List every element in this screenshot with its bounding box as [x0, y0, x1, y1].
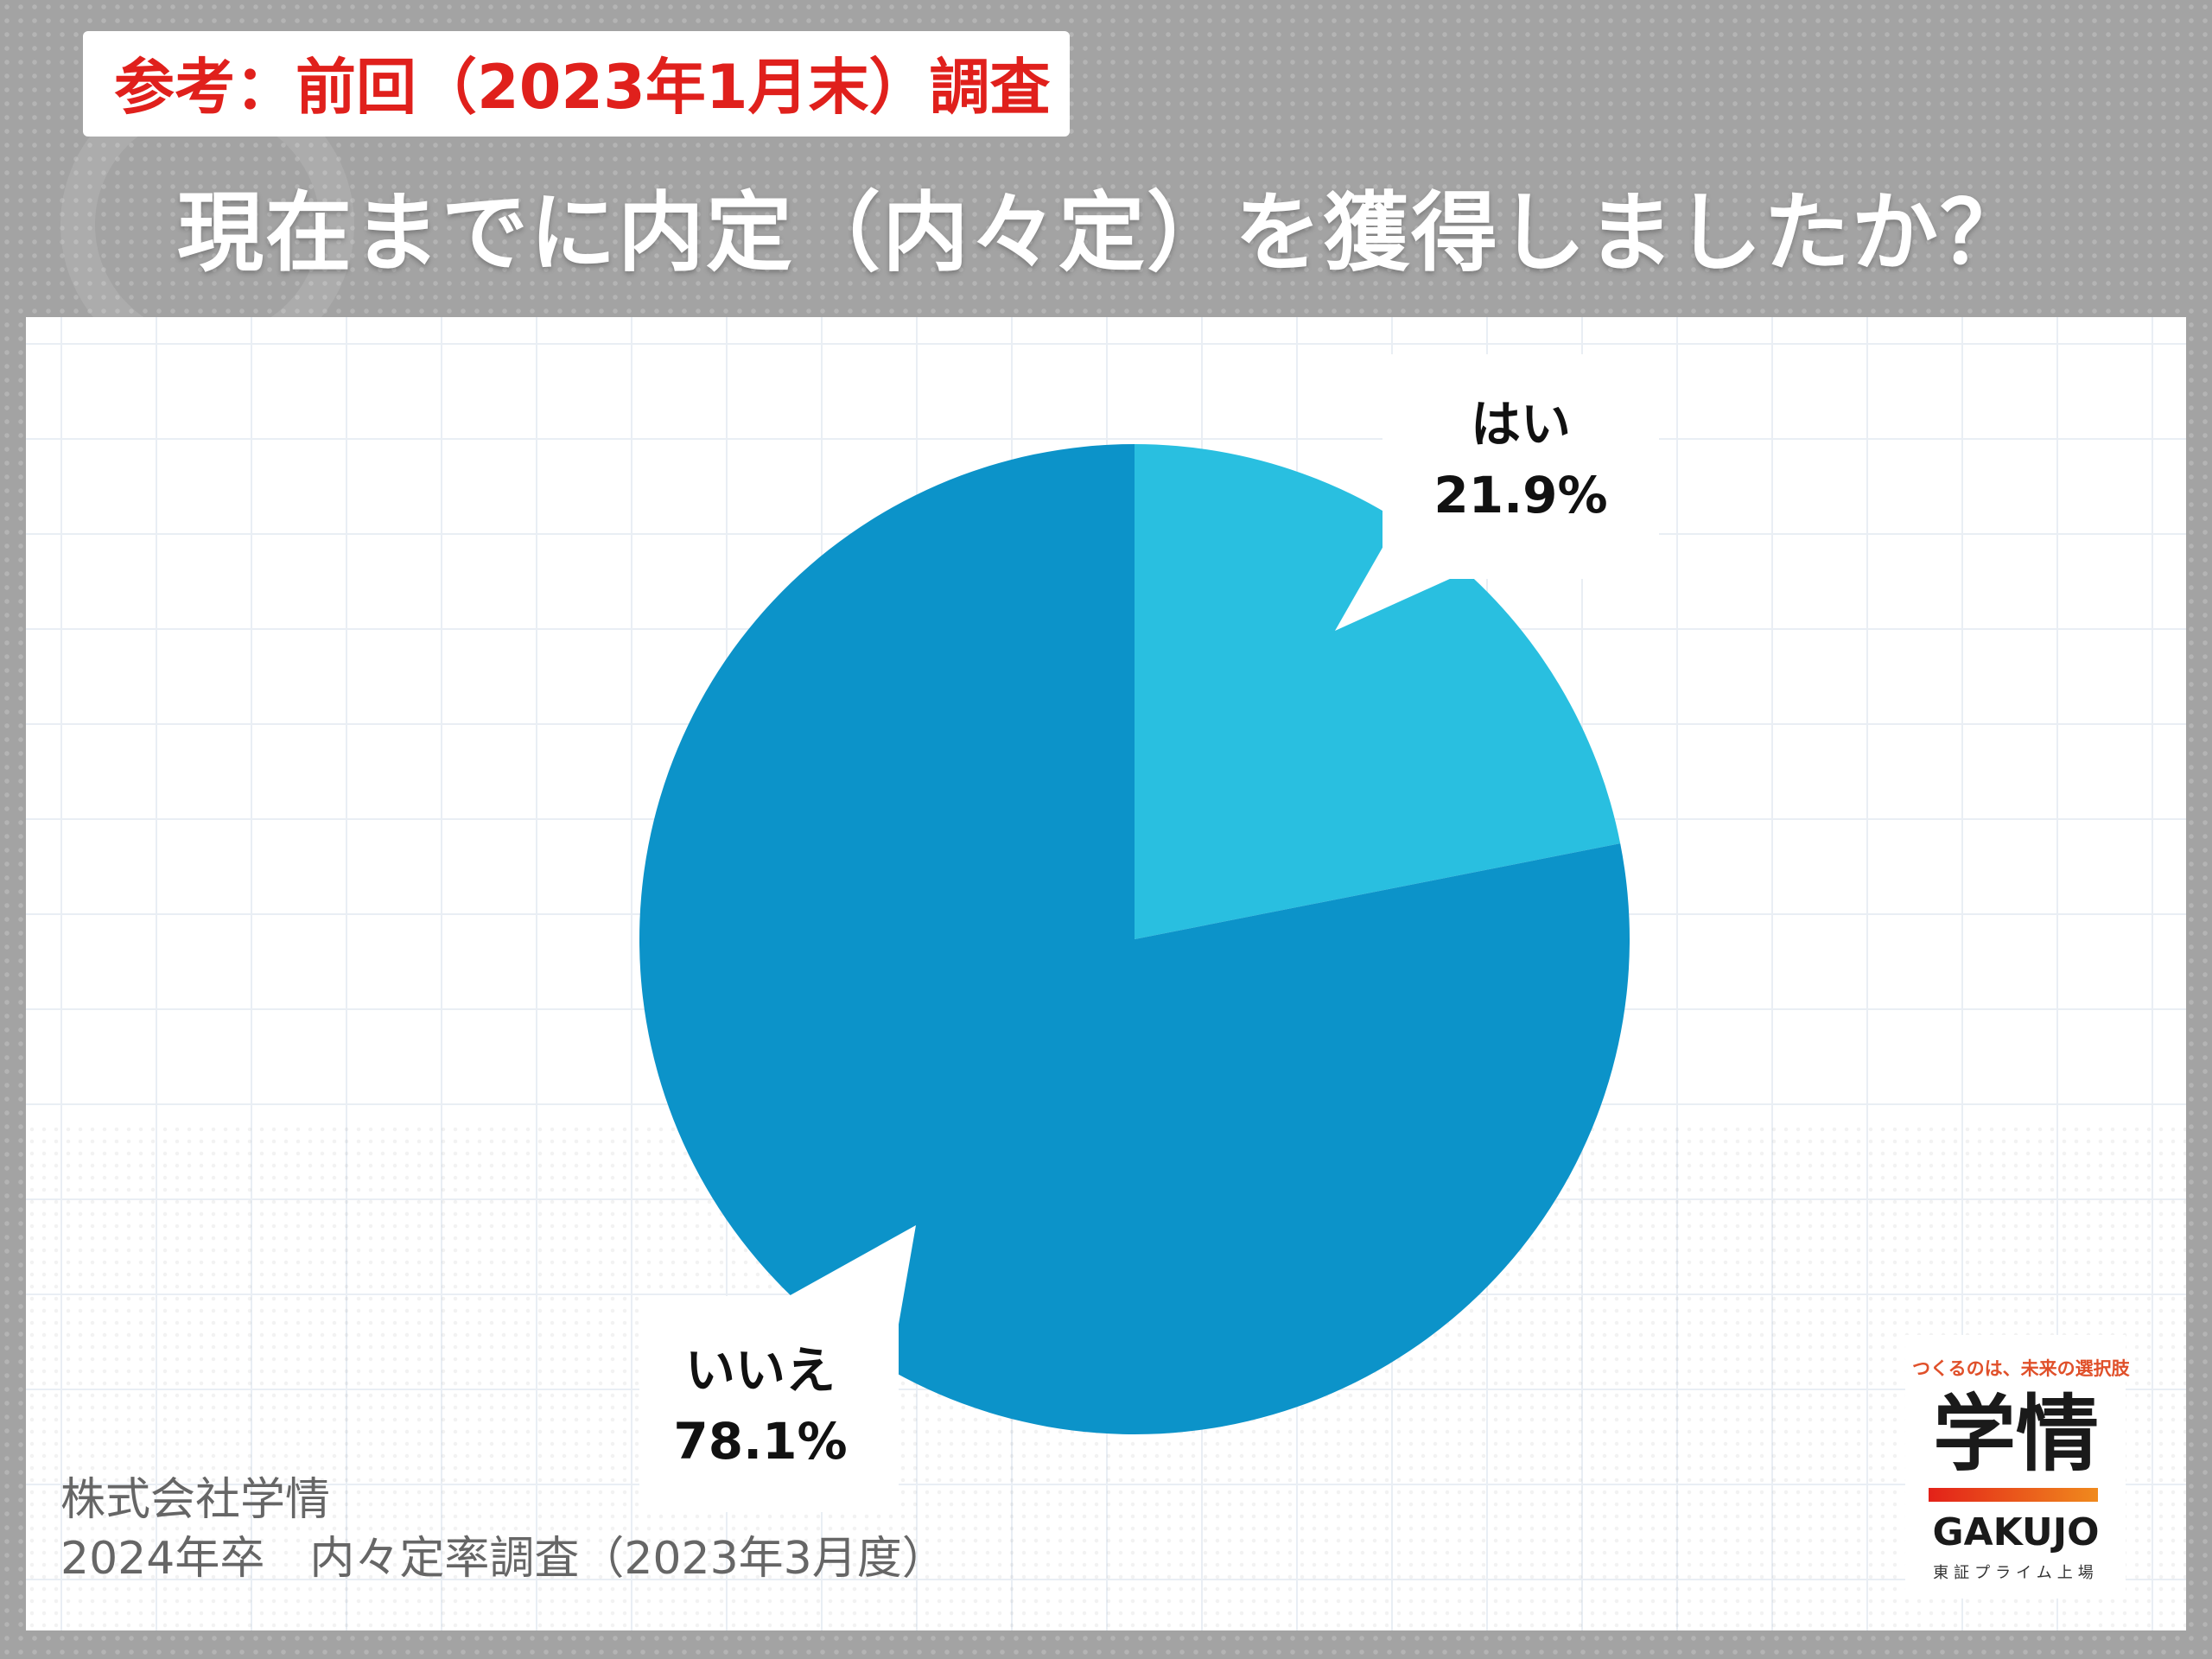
- callout-bubble-yes: [1335, 354, 1659, 631]
- logo-name-en: GAKUJO: [1932, 1510, 2100, 1554]
- source-company: 株式会社学情: [60, 1474, 331, 1526]
- pie-label-no-category: いいえ: [684, 1341, 836, 1400]
- reference-tag-box: [83, 31, 1070, 137]
- logo-name: 学情: [1933, 1386, 2099, 1483]
- logo-gradient-bar: [1929, 1488, 2098, 1502]
- pie-slice-no: [639, 444, 1630, 1434]
- logo-listing: 東証プライム上場: [1933, 1564, 2099, 1582]
- callout-bubble-no: [639, 1225, 916, 1512]
- pie-slice-yes: [1135, 444, 1621, 939]
- gakujo-logo: [1905, 1335, 2126, 1599]
- source-citation: 株式会社学情 2024年卒 内々定率調査（2023年3月度）: [60, 1471, 947, 1588]
- pie-label-no-value: 78.1%: [673, 1412, 848, 1471]
- chart-title: 現在までに内定（内々定）を獲得しましたか？: [177, 182, 2028, 283]
- pie-label-yes-value: 21.9%: [1433, 466, 1608, 524]
- pie-label-yes-category: はい: [1470, 395, 1571, 454]
- pie-label-yes: はい 21.9%: [1378, 389, 1663, 531]
- reference-tag: 参考：前回（2023年1月末）調査: [114, 52, 1051, 123]
- pie-label-no: いいえ 78.1%: [631, 1335, 890, 1477]
- logo-tagline: つくるのは、未来の選択肢: [1912, 1358, 2130, 1379]
- source-survey: 2024年卒 内々定率調査（2023年3月度）: [60, 1533, 947, 1585]
